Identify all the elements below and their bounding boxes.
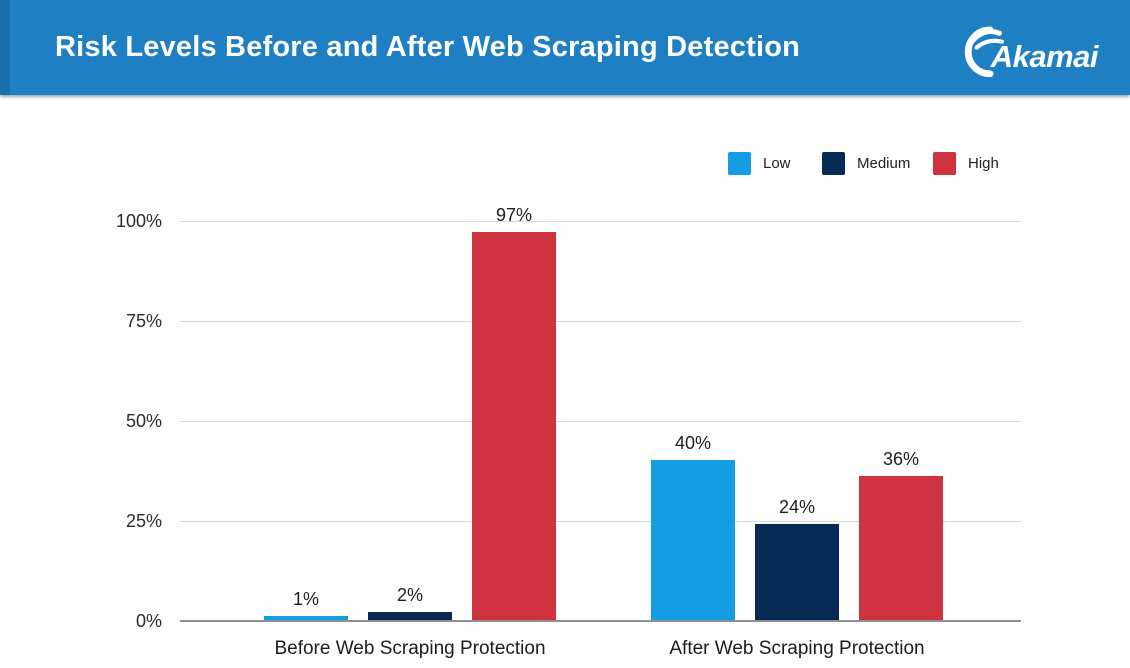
- header-bar: Risk Levels Before and After Web Scrapin…: [0, 0, 1130, 95]
- y-axis-tick-label: 75%: [125, 311, 162, 331]
- x-axis-category-label: After Web Scraping Protection: [669, 638, 925, 659]
- bar-value-label: 24%: [778, 497, 816, 517]
- bar-low-group1: [264, 616, 348, 620]
- bar-value-label: 2%: [396, 585, 423, 605]
- bar-low-group2: [651, 460, 735, 620]
- legend-item-low: Low: [728, 152, 791, 175]
- gridline-75%: [180, 321, 1021, 322]
- gridline-100%: [180, 221, 1021, 222]
- legend-swatch-medium: [822, 152, 845, 175]
- header-accent-strip: [0, 0, 10, 95]
- y-axis-tick-label: 25%: [125, 511, 162, 531]
- bar-medium-group1: [368, 612, 452, 620]
- bar-high-group2: [859, 476, 943, 620]
- x-axis-category-label: Before Web Scraping Protection: [274, 638, 546, 659]
- legend-label-high: High: [968, 155, 999, 172]
- bar-value-label: 1%: [292, 589, 319, 609]
- legend-item-medium: Medium: [822, 152, 910, 175]
- x-axis-line: [180, 620, 1021, 622]
- y-axis-tick-label: 0%: [135, 611, 162, 631]
- gridline-50%: [180, 421, 1021, 422]
- bar-value-label: 40%: [674, 433, 712, 453]
- bar-medium-group2: [755, 524, 839, 620]
- page-title: Risk Levels Before and After Web Scrapin…: [55, 31, 801, 63]
- akamai-wave-icon: [964, 26, 1004, 78]
- legend-swatch-high: [933, 152, 956, 175]
- legend-label-low: Low: [763, 155, 791, 172]
- bar-value-label: 97%: [495, 205, 533, 225]
- akamai-logo-text: Akamai: [990, 39, 1099, 74]
- gridline-25%: [180, 521, 1021, 522]
- y-axis-tick-label: 50%: [125, 411, 162, 431]
- legend-swatch-low: [728, 152, 751, 175]
- bar-high-group1: [472, 232, 556, 620]
- legend-label-medium: Medium: [857, 155, 911, 172]
- legend-item-high: High: [933, 152, 999, 175]
- bar-value-label: 36%: [882, 449, 920, 469]
- y-axis-tick-label: 100%: [115, 211, 162, 231]
- akamai-logo: Akamai: [953, 24, 1099, 78]
